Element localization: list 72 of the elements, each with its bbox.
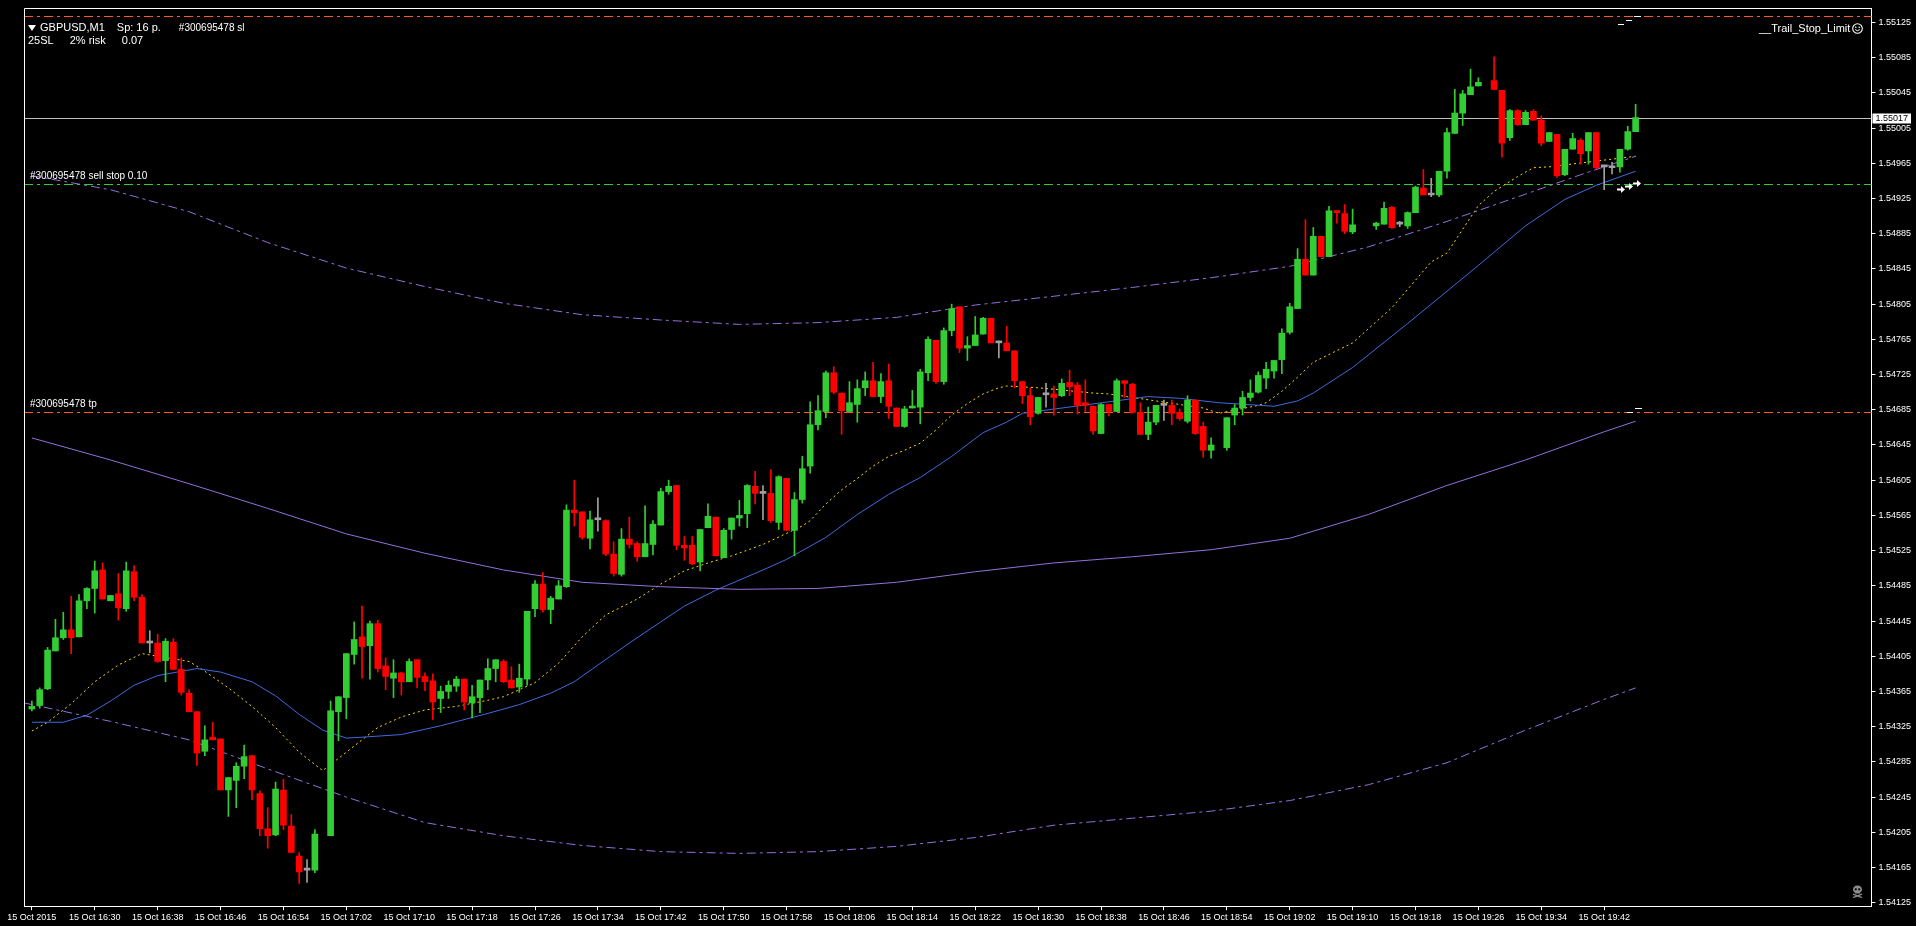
- y-tick-label: 1.54805: [1878, 298, 1912, 309]
- y-tick-label: 1.54485: [1878, 580, 1912, 591]
- x-tick-label: 15 Oct 17:58: [760, 912, 813, 923]
- x-tick-label: 15 Oct 19:02: [1263, 912, 1316, 923]
- y-tick-label: 1.54845: [1878, 263, 1912, 274]
- candlestick: [67, 596, 75, 654]
- x-tick-label: 15 Oct 19:18: [1389, 912, 1442, 923]
- text: GBPUSD,M1: [40, 21, 105, 34]
- x-tick-label: 15 Oct 17:02: [320, 912, 373, 923]
- y-tick-label: 1.55045: [1878, 87, 1912, 98]
- candlestick: [468, 684, 476, 719]
- candlestick: [759, 485, 767, 521]
- ref-line-label: #300695478 tp: [30, 398, 98, 410]
- x-tick-label: 15 Oct 16:30: [68, 912, 121, 923]
- y-tick-label: 1.54685: [1878, 404, 1912, 415]
- annotation: Sp: 16 p.: [116, 21, 161, 34]
- y-tick-label: 1.54605: [1878, 474, 1912, 485]
- ref-line-label: #300695478 sl: [178, 21, 245, 33]
- annotation: __Trail_Stop_Limit: [1759, 22, 1851, 35]
- x-tick-label: 15 Oct 18:06: [823, 912, 876, 923]
- x-tick-label: 15 Oct 2015: [7, 912, 57, 923]
- candlestick: [594, 497, 602, 532]
- y-tick-label: 1.55125: [1878, 16, 1912, 27]
- line-series: [31, 155, 1637, 325]
- y-tick-label: 1.54725: [1878, 369, 1912, 380]
- ref-line-label: 1.55017: [1875, 113, 1909, 124]
- y-tick-label: 1.54765: [1878, 333, 1912, 344]
- y-tick-label: 1.54645: [1878, 439, 1912, 450]
- y-tick-label: 1.54365: [1878, 685, 1912, 696]
- candlestick: [751, 471, 759, 505]
- y-tick-label: 1.54325: [1878, 721, 1912, 732]
- annotation: 2% risk: [69, 34, 106, 47]
- y-tick-label: 1.55085: [1878, 52, 1912, 63]
- x-tick-label: 15 Oct 16:46: [194, 912, 247, 923]
- y-tick-label: 1.54925: [1878, 193, 1912, 204]
- y-tick-label: 1.54125: [1878, 897, 1912, 908]
- x-tick-label: 15 Oct 17:50: [697, 912, 750, 923]
- x-tick-label: 15 Oct 17:26: [509, 912, 561, 923]
- y-tick-label: 1.54965: [1878, 157, 1912, 168]
- x-tick-label: 15 Oct 17:10: [383, 912, 435, 923]
- line-series: [24, 687, 1637, 854]
- y-tick-label: 1.54525: [1878, 545, 1912, 556]
- y-tick-label: 1.54165: [1878, 861, 1912, 872]
- x-tick-label: 15 Oct 18:22: [949, 912, 1002, 923]
- x-tick-label: 15 Oct 16:54: [257, 912, 310, 923]
- x-tick-label: 15 Oct 18:14: [886, 912, 939, 923]
- x-tick-label: 15 Oct 19:34: [1515, 912, 1568, 923]
- x-tick-label: 15 Oct 19:26: [1452, 912, 1505, 923]
- candlestick: [1160, 399, 1168, 421]
- y-tick-label: 1.55005: [1878, 122, 1912, 133]
- x-tick-label: 15 Oct 18:46: [1138, 912, 1190, 923]
- y-tick-label: 1.54565: [1878, 509, 1912, 520]
- candlestick: [1042, 383, 1050, 408]
- y-tick-label: 1.54405: [1878, 650, 1912, 661]
- x-tick-label: 15 Oct 17:34: [572, 912, 624, 923]
- y-tick-label: 1.54885: [1878, 228, 1912, 239]
- x-tick-label: 15 Oct 19:10: [1326, 912, 1379, 923]
- candlestick: [1333, 210, 1341, 224]
- ref-line-label: #300695478 sell stop 0.10: [30, 170, 148, 182]
- x-tick-label: 15 Oct 19:42: [1578, 912, 1630, 923]
- y-tick-label: 1.54445: [1878, 615, 1912, 626]
- x-tick-label: 15 Oct 17:42: [635, 912, 687, 923]
- annotation: 25SL: [28, 34, 54, 47]
- y-tick-label: 1.54205: [1878, 826, 1912, 837]
- y-tick-label: 1.54245: [1878, 791, 1912, 802]
- x-tick-label: 15 Oct 17:18: [446, 912, 498, 923]
- x-tick-label: 15 Oct 18:38: [1075, 912, 1127, 923]
- annotation: 0.07: [121, 34, 144, 47]
- x-tick-label: 15 Oct 16:38: [131, 912, 184, 923]
- y-tick-label: 1.54285: [1878, 756, 1912, 767]
- x-tick-label: 15 Oct 18:54: [1201, 912, 1253, 923]
- x-tick-label: 15 Oct 18:30: [1012, 912, 1064, 923]
